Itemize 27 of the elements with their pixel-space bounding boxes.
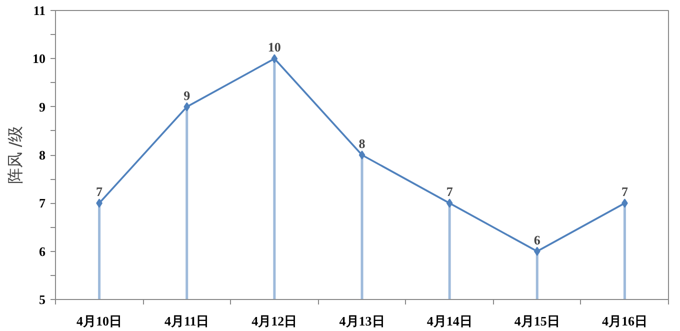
data-label: 7: [621, 184, 628, 200]
y-tick-label: 11: [33, 3, 46, 18]
point: [271, 54, 278, 64]
point: [358, 150, 366, 160]
data-label: 6: [534, 232, 541, 248]
y-tick-label: 9: [39, 99, 46, 114]
data-label: 8: [358, 136, 366, 151]
point: [534, 246, 540, 256]
x-tick-label: 4月14日: [426, 314, 472, 328]
data-label: 7: [96, 184, 104, 200]
y-tick-label: 5: [39, 292, 46, 307]
y-tick-label: 10: [32, 51, 46, 66]
x-tick-label: 4月11日: [164, 314, 210, 328]
point: [184, 102, 190, 112]
x-tick-label: 4月16日: [602, 314, 648, 328]
point: [446, 198, 453, 208]
data-label: 7: [446, 184, 454, 200]
data-label: 9: [184, 88, 191, 103]
y-tick-label: 8: [39, 148, 46, 162]
data-label: 10: [268, 40, 281, 55]
x-tick-label: 4月10日: [76, 314, 122, 328]
y-tick-label: 7: [39, 196, 46, 211]
y-axis-title: 阵风 /级: [6, 126, 24, 184]
x-tick-label: 4月15日: [514, 314, 560, 328]
x-tick-label: 4月13日: [339, 314, 385, 328]
y-tick-label: 6: [39, 244, 46, 259]
x-tick-label: 4月12日: [252, 314, 298, 328]
